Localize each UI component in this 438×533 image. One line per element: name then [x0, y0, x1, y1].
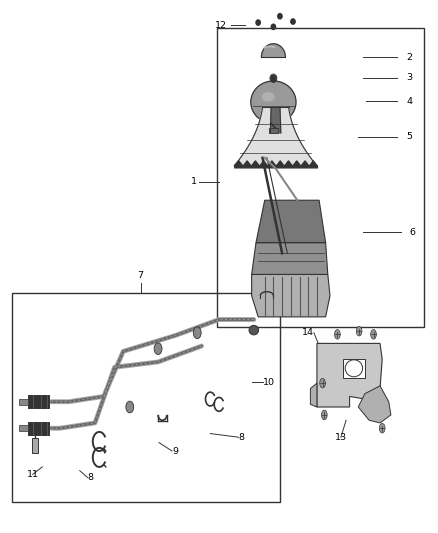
Polygon shape [261, 44, 286, 57]
Polygon shape [252, 274, 330, 317]
Ellipse shape [371, 329, 376, 339]
Ellipse shape [335, 329, 340, 339]
Text: 13: 13 [335, 433, 347, 442]
Ellipse shape [321, 410, 327, 419]
Bar [269, 127, 278, 133]
Text: 10: 10 [263, 377, 276, 386]
Text: 7: 7 [138, 271, 144, 280]
Text: 9: 9 [172, 447, 178, 456]
Polygon shape [317, 343, 382, 407]
Text: 4: 4 [406, 96, 412, 106]
Bar [32, 438, 39, 453]
Bar [19, 425, 28, 431]
Bar [19, 399, 28, 405]
Ellipse shape [356, 326, 362, 336]
Polygon shape [270, 108, 281, 133]
Polygon shape [358, 386, 391, 423]
Text: 2: 2 [406, 53, 412, 62]
Polygon shape [311, 383, 317, 407]
Ellipse shape [126, 401, 134, 413]
Ellipse shape [261, 92, 275, 102]
Text: 6: 6 [410, 228, 416, 237]
Text: 11: 11 [27, 470, 39, 479]
Bar [28, 422, 49, 434]
Ellipse shape [320, 378, 325, 388]
Text: 8: 8 [88, 473, 94, 482]
Ellipse shape [379, 423, 385, 433]
Bar [28, 395, 49, 408]
Circle shape [256, 20, 260, 25]
Text: 8: 8 [239, 433, 244, 442]
Circle shape [271, 75, 276, 82]
Ellipse shape [251, 81, 296, 123]
Bar [217, 28, 424, 327]
Text: 1: 1 [191, 177, 197, 186]
Polygon shape [343, 359, 365, 378]
Circle shape [278, 13, 282, 19]
Bar [12, 293, 280, 503]
Text: 3: 3 [406, 73, 412, 82]
Ellipse shape [193, 327, 201, 338]
Ellipse shape [345, 360, 363, 377]
Text: 12: 12 [215, 21, 227, 30]
Ellipse shape [154, 343, 162, 354]
Text: 14: 14 [302, 328, 314, 337]
Text: 5: 5 [406, 132, 412, 141]
Circle shape [271, 24, 276, 29]
Polygon shape [252, 243, 328, 274]
Polygon shape [256, 200, 325, 243]
Ellipse shape [249, 325, 258, 335]
Circle shape [291, 19, 295, 24]
Polygon shape [234, 108, 317, 166]
